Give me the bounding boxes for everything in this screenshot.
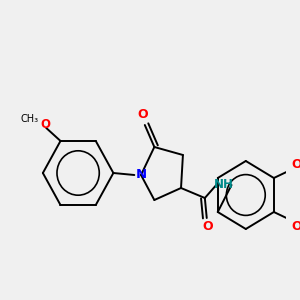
Text: O: O xyxy=(40,118,50,131)
Text: NH: NH xyxy=(214,178,234,191)
Text: O: O xyxy=(138,109,148,122)
Text: O: O xyxy=(202,220,213,233)
Text: CH₃: CH₃ xyxy=(21,114,39,124)
Text: O: O xyxy=(291,220,300,232)
Text: N: N xyxy=(135,169,147,182)
Text: O: O xyxy=(291,158,300,170)
